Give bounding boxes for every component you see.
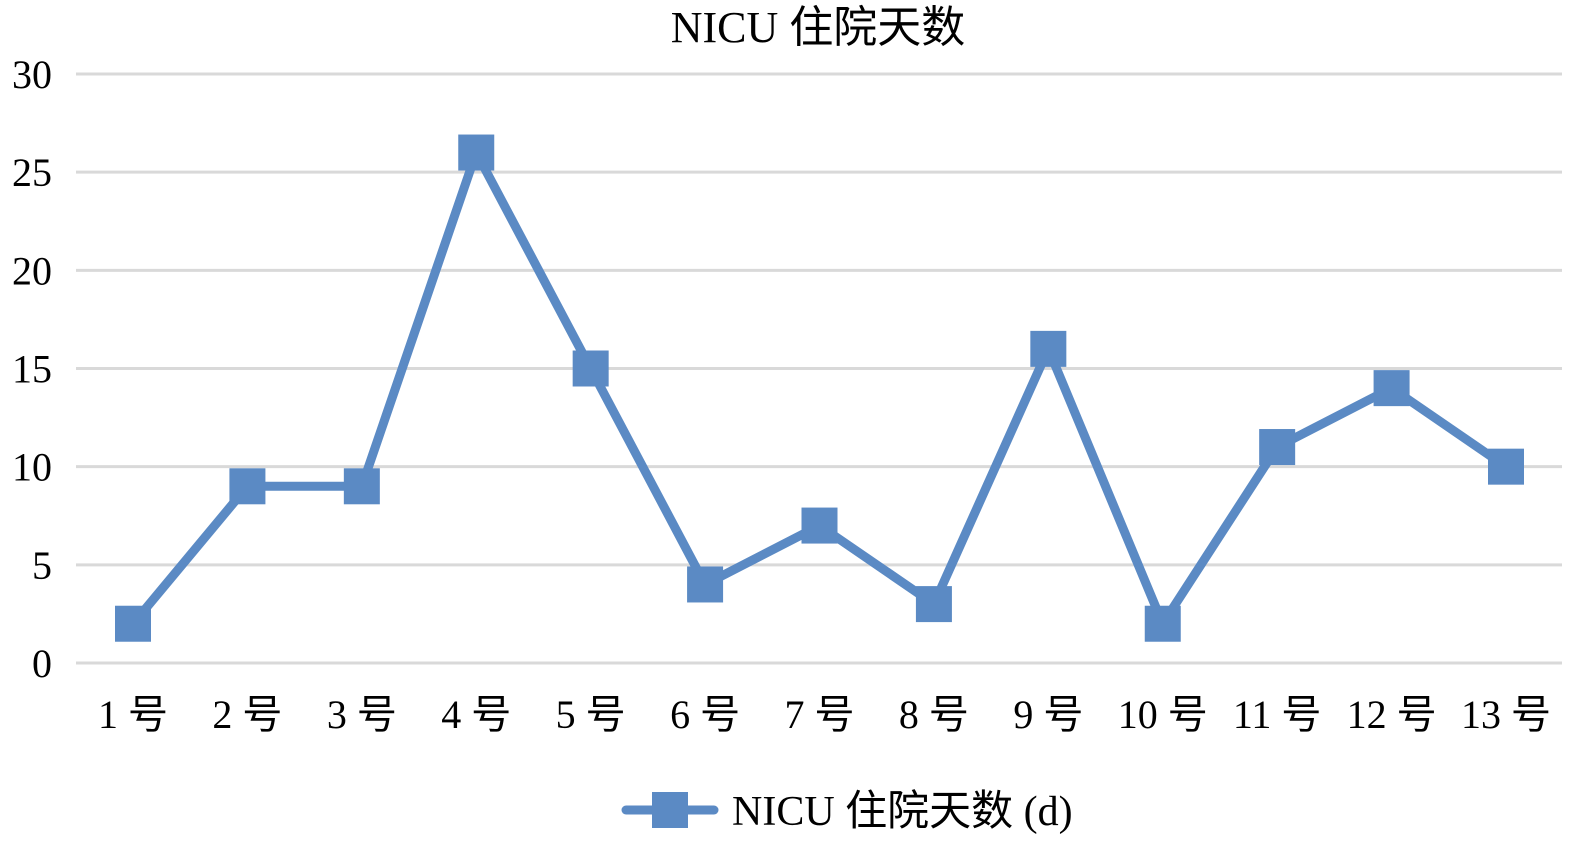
x-tick-label: 12 号: [1347, 692, 1437, 737]
data-point-marker: [801, 507, 838, 544]
x-tick-label: 6 号: [670, 692, 740, 737]
y-tick-label: 30: [12, 52, 52, 97]
data-point-marker: [115, 605, 151, 642]
y-axis-ticks: 0 5 10 15 20 25 30: [12, 52, 52, 686]
y-tick-label: 15: [12, 347, 52, 392]
data-point-marker: [1030, 330, 1067, 367]
legend-marker: [652, 792, 688, 828]
y-tick-label: 25: [12, 150, 52, 195]
series-line: [128, 148, 1511, 629]
legend-label: NICU 住院天数 (d): [732, 788, 1073, 835]
x-tick-label: 11 号: [1233, 692, 1322, 737]
legend: NICU 住院天数 (d): [621, 788, 1073, 835]
x-tick-label: 5 号: [556, 692, 626, 737]
x-tick-label: 4 号: [441, 692, 511, 737]
data-point-marker: [343, 468, 380, 505]
y-tick-label: 20: [12, 248, 52, 293]
x-tick-label: 8 号: [899, 692, 969, 737]
x-axis-ticks: 1 号 2 号 3 号 4 号 5 号 6 号 7 号 8 号 9 号 10 号 11 号 12 号 1…: [98, 692, 1551, 737]
chart-title: NICU 住院天数: [671, 3, 966, 52]
data-point-marker: [229, 468, 266, 505]
data-point-marker: [1259, 429, 1296, 466]
data-point-marker: [1144, 605, 1181, 642]
data-point-marker: [458, 134, 495, 171]
data-point-marker: [1373, 370, 1410, 407]
series-layer: [115, 134, 1524, 642]
x-tick-label: 10 号: [1118, 692, 1208, 737]
x-tick-label: 9 号: [1013, 692, 1083, 737]
data-point-marker: [915, 586, 952, 623]
gridlines: [76, 72, 1562, 665]
y-tick-label: 10: [12, 445, 52, 490]
data-point-marker: [572, 350, 609, 387]
x-tick-label: 2 号: [212, 692, 282, 737]
x-tick-label: 7 号: [785, 692, 855, 737]
data-point-marker: [1488, 448, 1524, 485]
x-tick-label: 3 号: [327, 692, 397, 737]
data-point-marker: [687, 566, 724, 603]
x-tick-label: 13 号: [1461, 692, 1551, 737]
x-tick-label: 1 号: [98, 692, 168, 737]
y-tick-label: 0: [32, 641, 52, 686]
y-tick-label: 5: [32, 543, 52, 588]
